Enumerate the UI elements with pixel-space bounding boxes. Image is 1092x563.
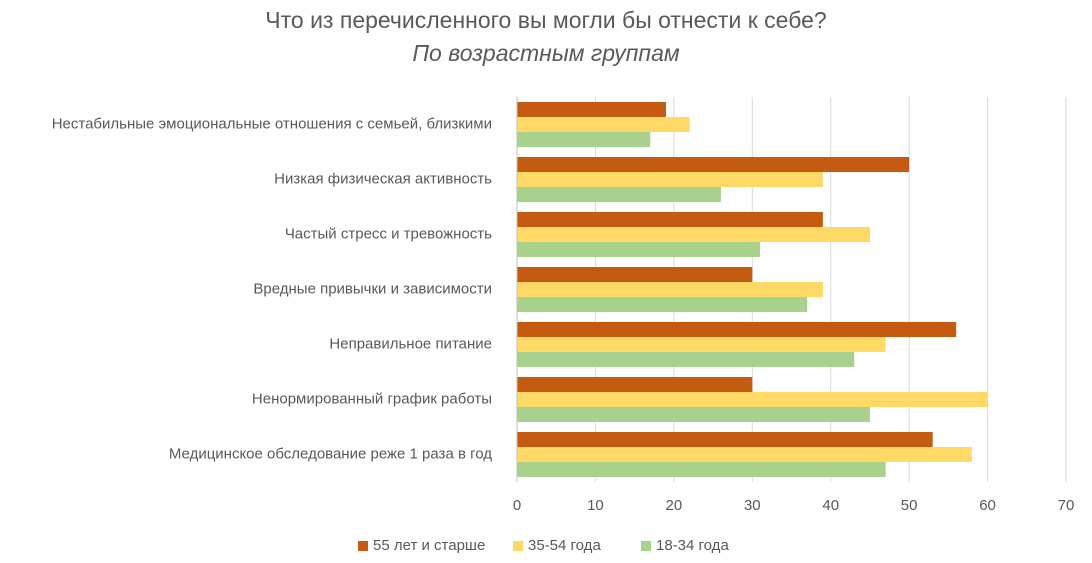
bar: [517, 322, 957, 337]
bar: [517, 447, 972, 462]
legend-label: 55 лет и старше: [373, 537, 485, 554]
bar: [517, 267, 753, 282]
bar: [517, 432, 933, 447]
bar: [517, 117, 690, 132]
y-tick-label: Ненормированный график работы: [252, 390, 492, 407]
bar: [517, 172, 823, 187]
legend-swatch: [513, 541, 523, 551]
x-tick-label: 40: [822, 497, 839, 514]
x-tick-label: 10: [587, 497, 604, 514]
x-tick-label: 0: [513, 497, 521, 514]
y-tick-label: Частый стресс и тревожность: [285, 225, 492, 242]
legend-label: 35-54 года: [528, 537, 601, 554]
bar: [517, 352, 855, 367]
x-tick-label: 60: [979, 497, 996, 514]
bar: [517, 212, 823, 227]
legend-swatch: [641, 541, 651, 551]
legend-swatch: [358, 541, 368, 551]
x-tick-label: 20: [666, 497, 683, 514]
bar: [517, 337, 886, 352]
x-tick-label: 30: [744, 497, 761, 514]
legend-label: 18-34 года: [656, 537, 729, 554]
bar: [517, 297, 808, 312]
bar: [517, 242, 761, 257]
bar: [517, 282, 823, 297]
bar: [517, 227, 870, 242]
chart-subtitle: По возрастным группам: [412, 40, 680, 66]
bar: [517, 187, 721, 202]
y-tick-label: Неправильное питание: [329, 335, 492, 352]
bar: [517, 132, 651, 147]
chart-title: Что из перечисленного вы могли бы отнест…: [265, 7, 826, 33]
bar: [517, 462, 886, 477]
bar: [517, 392, 988, 407]
x-tick-label: 70: [1058, 497, 1075, 514]
bar: [517, 377, 753, 392]
y-tick-label: Вредные привычки и зависимости: [253, 280, 492, 297]
y-tick-label: Нестабильные эмоциональные отношения с с…: [52, 115, 492, 132]
x-tick-label: 50: [901, 497, 918, 514]
bar: [517, 407, 870, 422]
y-tick-label: Медицинское обследование реже 1 раза в г…: [169, 445, 492, 462]
bar: [517, 157, 910, 172]
bar: [517, 102, 667, 117]
y-tick-label: Низкая физическая активность: [274, 170, 492, 187]
